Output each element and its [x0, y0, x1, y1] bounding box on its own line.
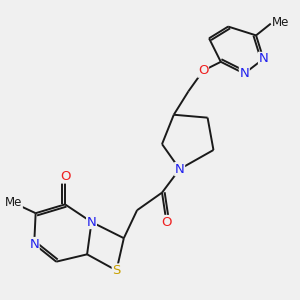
Text: N: N — [29, 238, 39, 250]
Text: N: N — [239, 67, 249, 80]
Text: N: N — [87, 215, 96, 229]
Text: N: N — [259, 52, 268, 65]
Text: O: O — [161, 215, 172, 229]
Text: S: S — [112, 264, 121, 277]
Text: Me: Me — [272, 16, 290, 29]
Text: N: N — [175, 163, 184, 176]
Text: O: O — [60, 170, 70, 183]
Text: O: O — [198, 64, 208, 77]
Text: Me: Me — [5, 196, 22, 209]
